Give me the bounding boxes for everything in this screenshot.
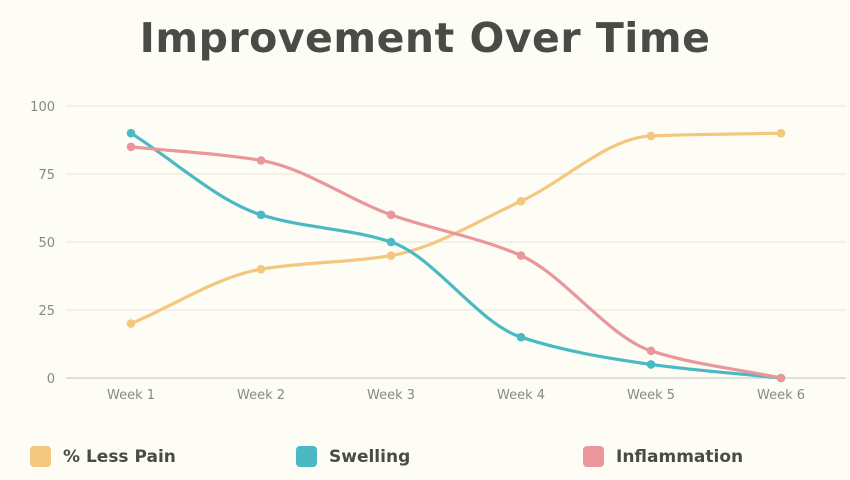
data-point-less-pain — [256, 264, 266, 274]
data-point-less-pain — [776, 128, 786, 138]
x-tick-label: Week 6 — [757, 388, 805, 403]
x-tick-label: Week 3 — [367, 388, 415, 403]
chart-title: Improvement Over Time — [139, 14, 711, 62]
series-inflammation — [126, 142, 786, 383]
data-point-less-pain — [516, 196, 526, 206]
series-lines — [126, 128, 786, 383]
series-line-inflammation — [129, 145, 783, 380]
data-point-inflammation — [776, 373, 786, 383]
data-point-swelling — [516, 332, 526, 342]
data-point-inflammation — [386, 210, 396, 220]
y-tick-label: 75 — [38, 168, 55, 183]
x-tick-label: Week 4 — [497, 388, 545, 403]
data-point-less-pain — [386, 251, 396, 260]
legend: % Less Pain Swelling Inflammation — [0, 446, 850, 472]
legend-label-inflammation: Inflammation — [616, 446, 744, 467]
series-swelling — [126, 128, 786, 383]
y-tick-label: 50 — [38, 236, 55, 251]
legend-swatch-swelling — [296, 446, 317, 467]
data-point-swelling — [256, 210, 266, 220]
x-tick-label: Week 2 — [237, 388, 285, 403]
y-tick-label: 100 — [30, 100, 55, 115]
legend-item-inflammation: Inflammation — [583, 446, 743, 467]
data-point-inflammation — [126, 142, 136, 152]
legend-item-less-pain: % Less Pain — [30, 446, 176, 467]
series-line-swelling — [129, 131, 783, 380]
x-axis-ticks: Week 1 Week 2 Week 3 Week 4 Week 5 Week 6 — [107, 388, 805, 403]
legend-item-swelling: Swelling — [296, 446, 410, 467]
x-tick-label: Week 5 — [627, 388, 675, 403]
y-tick-label: 0 — [47, 372, 55, 387]
legend-swatch-inflammation — [583, 446, 604, 467]
data-point-less-pain — [646, 131, 656, 141]
legend-label-less-pain: % Less Pain — [63, 446, 176, 467]
data-point-inflammation — [256, 156, 266, 165]
x-tick-label: Week 1 — [107, 388, 155, 403]
series-less-pain — [126, 128, 786, 328]
data-point-inflammation — [646, 346, 656, 356]
data-point-inflammation — [516, 251, 526, 260]
data-point-less-pain — [126, 319, 136, 328]
legend-label-swelling: Swelling — [329, 446, 411, 467]
data-point-swelling — [126, 128, 136, 138]
data-point-swelling — [646, 360, 656, 369]
grid-lines — [66, 105, 846, 379]
legend-swatch-less-pain — [30, 446, 51, 467]
data-point-swelling — [386, 237, 396, 247]
series-line-less-pain — [129, 131, 783, 326]
y-axis-ticks: 0 25 50 75 100 — [30, 100, 55, 387]
y-tick-label: 25 — [38, 304, 55, 319]
